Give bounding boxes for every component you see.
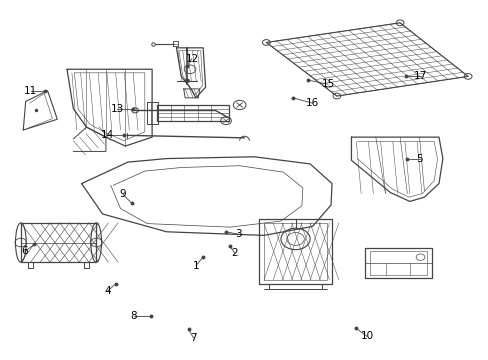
Text: 11: 11 <box>24 86 37 96</box>
Text: 2: 2 <box>231 248 238 258</box>
Text: 7: 7 <box>190 333 196 343</box>
Circle shape <box>184 79 189 82</box>
Text: 17: 17 <box>413 71 426 81</box>
Text: 5: 5 <box>415 154 422 163</box>
Text: 16: 16 <box>305 98 319 108</box>
Text: 9: 9 <box>120 189 126 199</box>
Text: 10: 10 <box>360 332 373 342</box>
Text: 8: 8 <box>130 311 137 321</box>
Text: 1: 1 <box>192 261 199 271</box>
Text: 13: 13 <box>110 104 123 113</box>
Text: 3: 3 <box>235 229 242 239</box>
Text: 15: 15 <box>321 79 334 89</box>
Text: 4: 4 <box>104 287 110 296</box>
Text: 12: 12 <box>185 54 198 64</box>
Text: 6: 6 <box>21 247 28 256</box>
Text: 14: 14 <box>101 130 114 140</box>
